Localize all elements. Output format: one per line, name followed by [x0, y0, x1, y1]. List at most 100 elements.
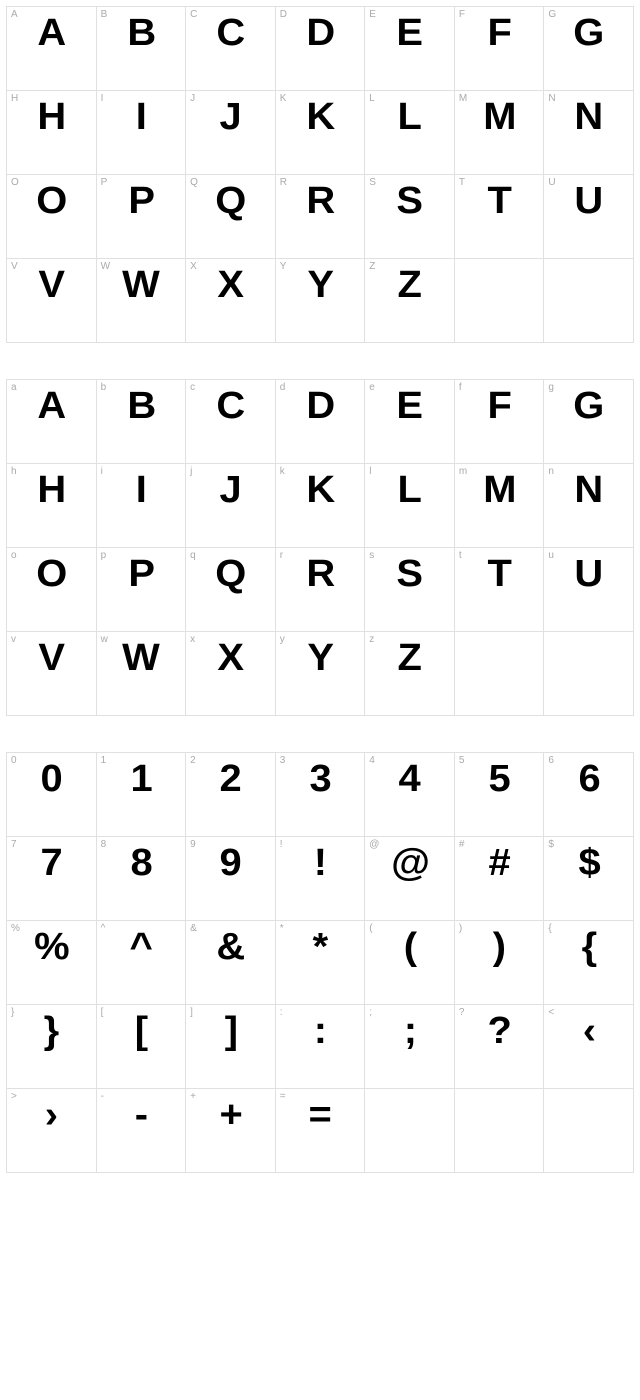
glyph-cell: VV [7, 259, 97, 343]
glyph: ! [276, 843, 365, 885]
glyph-cell: vV [7, 632, 97, 716]
glyph: 9 [186, 843, 275, 885]
glyph: R [276, 554, 365, 596]
glyph: U [544, 554, 633, 596]
glyph: 4 [365, 759, 454, 801]
glyph-cell: bB [97, 380, 187, 464]
glyph-cell: jJ [186, 464, 276, 548]
glyph: W [97, 638, 186, 680]
glyph-cell: zZ [365, 632, 455, 716]
glyph-cell: OO [7, 175, 97, 259]
glyph: L [365, 470, 454, 512]
glyph: $ [544, 843, 633, 885]
glyph-cell: sS [365, 548, 455, 632]
glyph: N [544, 97, 633, 139]
glyph-cell: hH [7, 464, 97, 548]
glyph: ] [186, 1011, 275, 1053]
glyph-cell: XX [186, 259, 276, 343]
glyph: J [186, 97, 275, 139]
glyph: Y [276, 265, 365, 307]
glyph-cell: ## [455, 837, 545, 921]
glyph-cell: qQ [186, 548, 276, 632]
glyph-cell: FF [455, 7, 545, 91]
glyph-cell: %% [7, 921, 97, 1005]
glyph-cell: EE [365, 7, 455, 91]
glyph: ( [365, 927, 454, 969]
glyph: F [455, 13, 544, 55]
glyph: V [7, 638, 96, 680]
glyph-cell: DD [276, 7, 366, 91]
glyph: A [7, 386, 96, 428]
glyph-cell: nN [544, 464, 634, 548]
glyph-cell: fF [455, 380, 545, 464]
charmap-section-uppercase: AABBCCDDEEFFGGHHIIJJKKLLMMNNOOPPQQRRSSTT… [6, 6, 634, 343]
glyph: * [276, 927, 365, 969]
glyph-cell: ++ [186, 1089, 276, 1173]
glyph-cell: 88 [97, 837, 187, 921]
glyph: T [455, 554, 544, 596]
glyph: C [186, 386, 275, 428]
glyph-cell: {{ [544, 921, 634, 1005]
glyph: : [276, 1011, 365, 1053]
glyph: # [455, 843, 544, 885]
glyph-cell: NN [544, 91, 634, 175]
glyph-cell: rR [276, 548, 366, 632]
glyph-cell: 55 [455, 753, 545, 837]
glyph-cell: ^^ [97, 921, 187, 1005]
glyph-cell: HH [7, 91, 97, 175]
glyph: 3 [276, 759, 365, 801]
glyph: = [276, 1095, 365, 1137]
glyph-cell: II [97, 91, 187, 175]
glyph-cell [544, 1089, 634, 1173]
glyph-cell: QQ [186, 175, 276, 259]
glyph: ^ [97, 927, 186, 969]
glyph: H [7, 97, 96, 139]
glyph: P [97, 554, 186, 596]
glyph: H [7, 470, 96, 512]
glyph-cell: !! [276, 837, 366, 921]
glyph: ? [455, 1011, 544, 1053]
glyph: T [455, 181, 544, 223]
glyph: Z [365, 638, 454, 680]
glyph-cell: >› [7, 1089, 97, 1173]
glyph-cell: @@ [365, 837, 455, 921]
charmap-section-lowercase: aAbBcCdDeEfFgGhHiIjJkKlLmMnNoOpPqQrRsStT… [6, 379, 634, 716]
glyph-cell: xX [186, 632, 276, 716]
glyph: P [97, 181, 186, 223]
glyph-cell [455, 632, 545, 716]
glyph-cell [455, 259, 545, 343]
glyph-cell: PP [97, 175, 187, 259]
glyph-cell: LL [365, 91, 455, 175]
glyph: F [455, 386, 544, 428]
glyph [455, 638, 544, 680]
glyph: G [544, 386, 633, 428]
glyph-cell: kK [276, 464, 366, 548]
glyph-cell: ZZ [365, 259, 455, 343]
glyph: D [276, 386, 365, 428]
glyph-cell: cC [186, 380, 276, 464]
glyph: K [276, 470, 365, 512]
glyph [455, 1095, 544, 1137]
glyph-cell: 77 [7, 837, 97, 921]
glyph-cell: CC [186, 7, 276, 91]
glyph: 8 [97, 843, 186, 885]
glyph [544, 1095, 633, 1137]
glyph: Y [276, 638, 365, 680]
glyph-cell: TT [455, 175, 545, 259]
glyph-cell: YY [276, 259, 366, 343]
glyph-cell [455, 1089, 545, 1173]
glyph-cell: == [276, 1089, 366, 1173]
glyph: S [365, 181, 454, 223]
glyph: L [365, 97, 454, 139]
glyph: S [365, 554, 454, 596]
glyph: I [97, 470, 186, 512]
glyph-cell: 11 [97, 753, 187, 837]
glyph: O [7, 554, 96, 596]
glyph: ) [455, 927, 544, 969]
glyph-cell: SS [365, 175, 455, 259]
glyph: › [7, 1095, 96, 1137]
glyph-cell: uU [544, 548, 634, 632]
glyph-cell: ** [276, 921, 366, 1005]
glyph-cell: tT [455, 548, 545, 632]
glyph-cell: ;; [365, 1005, 455, 1089]
